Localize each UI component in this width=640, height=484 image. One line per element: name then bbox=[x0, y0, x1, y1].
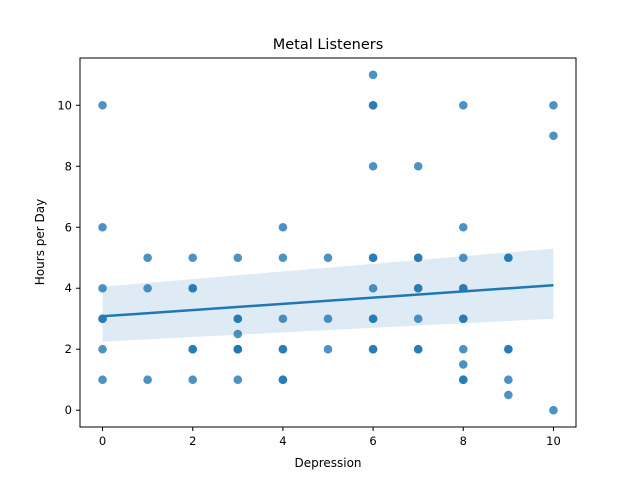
y-tick-label: 2 bbox=[65, 342, 72, 356]
scatter-point bbox=[143, 283, 152, 293]
scatter-point bbox=[278, 314, 288, 324]
x-tick-label: 10 bbox=[546, 434, 561, 448]
scatter-point bbox=[323, 314, 333, 324]
scatter-point bbox=[504, 344, 513, 354]
scatter-point bbox=[233, 375, 243, 385]
y-tick-label: 4 bbox=[65, 281, 72, 295]
x-tick-label: 2 bbox=[189, 434, 196, 448]
scatter-point bbox=[98, 100, 107, 110]
scatter-point bbox=[458, 100, 468, 110]
confidence-band-layer bbox=[102, 248, 554, 342]
plot-area-frame bbox=[79, 57, 577, 428]
scatter-point bbox=[458, 375, 468, 385]
scatter-point bbox=[98, 222, 107, 232]
scatter-point bbox=[188, 344, 198, 354]
scatter-point bbox=[233, 314, 243, 324]
scatter-point bbox=[368, 344, 378, 354]
scatter-point bbox=[413, 161, 423, 171]
scatter-point bbox=[549, 405, 558, 415]
scatter-point bbox=[278, 375, 288, 385]
x-tick-label: 4 bbox=[279, 434, 286, 448]
y-tick-label: 10 bbox=[57, 98, 72, 112]
scatter-point bbox=[98, 375, 107, 385]
scatter-point bbox=[413, 314, 423, 324]
scatter-point bbox=[368, 283, 378, 293]
y-axis-ticks: 0 2 4 6 8 10 bbox=[57, 98, 80, 417]
scatter-point bbox=[368, 70, 378, 80]
scatter-point bbox=[368, 100, 378, 110]
scatter-point bbox=[458, 222, 468, 232]
scatter-point bbox=[98, 344, 107, 354]
scatter-point bbox=[413, 253, 423, 263]
scatter-point bbox=[233, 253, 243, 263]
regression-line-layer bbox=[102, 283, 554, 318]
x-axis-label: Depression bbox=[294, 456, 361, 470]
scatter-point bbox=[549, 100, 558, 110]
scatter-point bbox=[143, 253, 152, 263]
x-axis-ticks: 0 2 4 6 8 10 bbox=[99, 427, 561, 448]
scatter-point bbox=[323, 253, 333, 263]
scatter-point bbox=[458, 314, 468, 324]
scatter-point bbox=[233, 344, 243, 354]
y-axis-label: Hours per Day bbox=[33, 199, 47, 285]
scatter-point bbox=[278, 222, 288, 232]
scatter-point bbox=[143, 375, 152, 385]
scatter-point bbox=[458, 360, 468, 369]
scatter-point bbox=[188, 375, 198, 385]
y-tick-label: 8 bbox=[65, 159, 72, 173]
scatter-point bbox=[504, 390, 513, 400]
scatter-point bbox=[368, 314, 378, 324]
regression-line bbox=[102, 283, 554, 318]
scatter-point bbox=[188, 283, 198, 293]
scatter-point bbox=[504, 253, 513, 263]
scatter-point bbox=[278, 253, 288, 263]
scatter-point bbox=[413, 283, 423, 293]
x-tick-label: 6 bbox=[369, 434, 376, 448]
x-tick-label: 8 bbox=[460, 434, 467, 448]
y-tick-label: 6 bbox=[65, 220, 72, 234]
scatter-point bbox=[413, 344, 423, 354]
y-tick-label: 0 bbox=[65, 403, 72, 417]
chart-title: Metal Listeners bbox=[273, 37, 384, 53]
scatter-point bbox=[368, 161, 378, 171]
scatter-point bbox=[323, 344, 333, 354]
scatter-point bbox=[233, 329, 243, 339]
scatter-point bbox=[458, 344, 468, 354]
scatter-point bbox=[549, 131, 558, 141]
scatter-point bbox=[98, 283, 107, 293]
scatter-point bbox=[504, 375, 513, 385]
scatter-point bbox=[458, 253, 468, 263]
scatter-points-layer bbox=[98, 70, 558, 415]
confidence-band bbox=[102, 248, 554, 342]
scatter-point bbox=[188, 253, 198, 263]
x-tick-label: 0 bbox=[99, 434, 106, 448]
scatter-point bbox=[368, 253, 378, 263]
scatter-point bbox=[278, 344, 288, 354]
